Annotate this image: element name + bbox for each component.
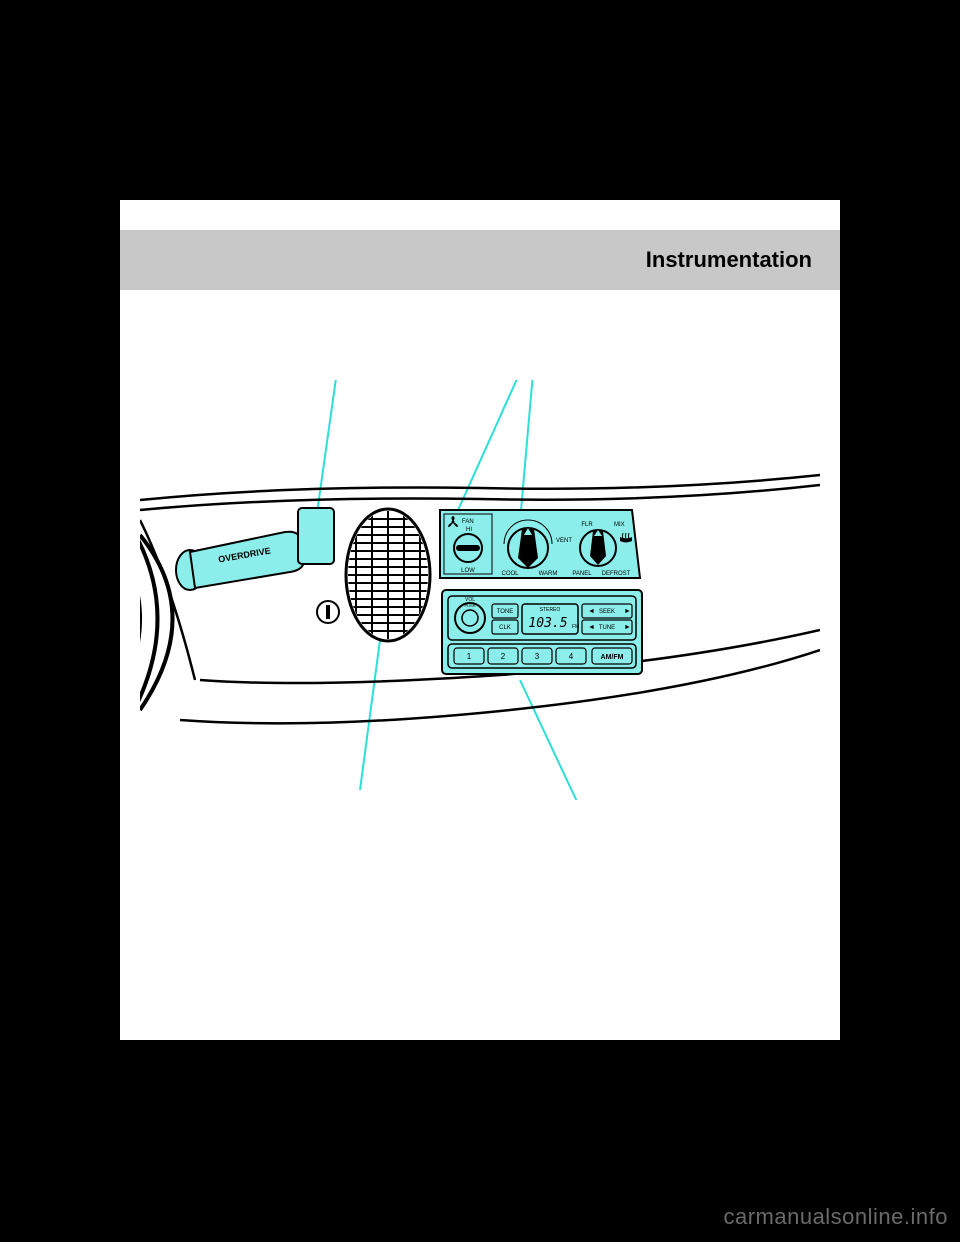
svg-text:►: ► <box>624 624 631 631</box>
label-bottom-left: Gearshift (pg. 102) <box>270 820 387 836</box>
temp-cool: COOL <box>501 571 519 577</box>
steering-wheel <box>140 510 173 735</box>
fan-label: FAN <box>462 519 474 525</box>
svg-text:PUSH: PUSH <box>464 603 475 608</box>
stereo-indicator: STEREO <box>540 607 561 613</box>
amfm-btn: AM/FM <box>601 654 624 661</box>
gearshift-lever: OVERDRIVE <box>176 532 304 590</box>
preset-1: 1 <box>467 652 472 661</box>
preset-3: 3 <box>535 652 540 661</box>
svg-text:◄: ◄ <box>588 608 595 615</box>
wiper-switch <box>298 508 334 564</box>
preset-2: 2 <box>501 652 506 661</box>
radio-panel: VOL PUSH TONE CLK STEREO 103.5 FM ◄ SEEK… <box>442 590 642 674</box>
ignition-slot <box>317 601 339 623</box>
page-container: Instrumentation Rear window wiper and wa… <box>120 200 840 1040</box>
preset-4: 4 <box>569 652 574 661</box>
dashboard-diagram: OVERDRIVE <box>140 380 820 800</box>
label-top-right: Climate control system (pg. 17) <box>510 325 704 341</box>
leader-line <box>520 680 580 800</box>
mode-panel: PANEL <box>572 571 592 577</box>
leader-line <box>450 380 530 528</box>
tone-btn: TONE <box>497 609 514 615</box>
temp-warm: WARM <box>539 571 558 577</box>
center-vent <box>343 509 433 641</box>
seek-btn: SEEK <box>599 609 615 615</box>
freq-band: FM <box>572 624 579 630</box>
fan-low: LOW <box>461 568 475 574</box>
fan-hi: HI <box>466 527 472 533</box>
svg-text:◄: ◄ <box>588 624 595 631</box>
climate-panel: FAN HI LOW COOL WARM <box>440 510 640 578</box>
mode-mix: MIX <box>614 522 625 528</box>
tune-btn: TUNE <box>599 625 615 631</box>
svg-text:►: ► <box>624 608 631 615</box>
mode-defrost: DEFROST <box>602 571 631 577</box>
mode-flr: FLR <box>581 522 593 528</box>
clk-btn: CLK <box>499 625 511 631</box>
page-number: 5 <box>804 1004 812 1020</box>
label-bottom-right: Electronic sound system (pg. 21) <box>520 820 724 836</box>
preset-buttons: 1 2 3 4 AM/FM <box>454 648 632 664</box>
header-title: Instrumentation <box>646 247 812 273</box>
leader-line <box>360 640 380 790</box>
watermark: carmanualsonline.info <box>723 1204 948 1230</box>
freq-display: 103.5 <box>528 616 567 631</box>
label-top-left: Rear window wiper and washer (pg. 45) <box>260 325 507 341</box>
mode-dial <box>580 530 616 566</box>
mode-vent: VENT <box>556 538 572 544</box>
header-bar: Instrumentation <box>120 230 840 290</box>
